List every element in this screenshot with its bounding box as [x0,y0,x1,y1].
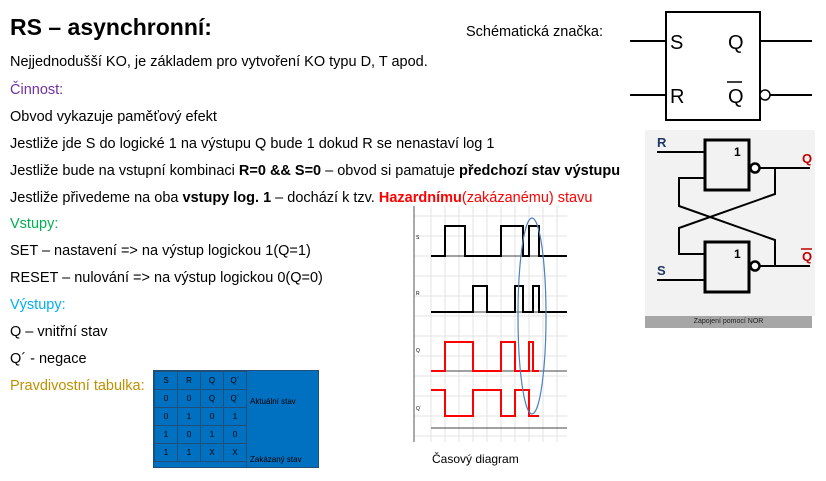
heading-vystupy: Výstupy: [10,297,66,313]
table-row: S R Q Q´ [154,371,247,390]
line-hold-d: předchozí stav výstupu [458,163,621,179]
line-hazard-c: – dochází k tzv. [271,190,379,206]
table-cell: X [200,443,224,462]
line-hold-c: – obvod si pamatuje [321,163,459,179]
line-reset-input: RESET – nulování => na výstup logickou 0… [10,270,323,286]
signal-label-s: S [416,235,420,241]
table-cell: 1 [223,407,247,426]
table-row: 1 0 1 0 [154,425,247,444]
truth-table: S R Q Q´ 0 0 Q Q´ 0 1 0 1 1 0 1 0 1 1 X … [153,370,319,468]
heading-vstupy: Vstupy: [10,216,59,232]
nor-gate-bottom [703,240,751,294]
waveform-q [431,341,539,372]
schematic-label: Schématická značka: [466,24,604,40]
signal-label-q: Q [416,348,420,354]
nor-feedback-q [678,168,776,255]
table-cell: Q [200,371,224,390]
nor-label-r: R [657,135,667,150]
line-hazard-e: (zakázanému) stavu [461,190,593,206]
table-cell: 0 [154,389,178,408]
table-cell: X [223,443,247,462]
intro-line: Nejjednodušší KO, je základem pro vytvoř… [10,54,428,70]
line-qn: Q´ - negace [10,351,87,367]
table-cell: R [177,371,201,390]
waveform-s [431,225,567,257]
symbol-box [665,11,761,121]
table-cell: 1 [154,443,178,462]
table-cell: Q´ [223,389,247,408]
line-hazard-a: Jestliže přivedeme na oba [10,190,183,206]
symbol-label-s: S [670,32,683,54]
symbol-label-r: R [670,86,684,108]
nor-feedback-qn [678,177,776,266]
nor-gate-top [703,138,751,192]
signal-label-r: R [416,291,420,297]
line-set: Jestliže jde S do logické 1 na výstupu Q… [10,136,495,152]
nor-caption: Zapojení pomocí NOR [645,316,812,328]
table-row: 0 1 0 1 [154,407,247,426]
table-row: 1 1 X X [154,443,247,462]
table-cell: Q´ [223,371,247,390]
symbol-label-q: Q [728,32,744,54]
line-q: Q – vnitřní stav [10,324,108,340]
nor-background [645,130,815,316]
signal-label-qn: Q´ [416,406,422,412]
table-cell: 1 [200,425,224,444]
line-hazard-d: Hazardnímu [378,190,462,206]
table-cell: 0 [223,425,247,444]
hazard-ellipse [517,217,547,415]
table-cell: 0 [200,407,224,426]
note-memory: Aktuální stav [250,397,296,406]
nor-gate-top-label: 1 [734,145,741,159]
line-hazard: Jestliže přivedeme na oba vstupy log. 1 … [10,190,592,206]
nor-bubble-top [749,162,761,174]
table-divider [246,371,247,467]
page-title: RS – asynchronní: [10,14,212,40]
table-cell: Q [200,389,224,408]
table-cell: 1 [154,425,178,444]
timing-caption: Časový diagram [432,452,519,466]
table-row: 0 0 Q Q´ [154,389,247,408]
table-cell: 1 [177,443,201,462]
rs-symbol: S R Q Q [630,11,812,121]
line-set-input: SET – nastavení => na výstup logickou 1(… [10,243,311,259]
waveform-qn [431,389,539,417]
heading-cinnost: Činnost: [10,82,64,98]
line-hazard-b: vstupy log. 1 [182,190,272,206]
line-hold-a: Jestliže bude na vstupní kombinaci [10,163,239,179]
nor-label-qn: Q [802,249,812,264]
nor-label-s: S [657,263,666,278]
timing-grid [415,206,567,442]
symbol-inverter-bubble [759,89,771,101]
timing-diagram: S R Q Q´ [413,206,567,442]
nor-diagram: R S Q Q 1 1 [645,130,815,316]
table-cell: S [154,371,178,390]
line-memory: Obvod vykazuje paměťový efekt [10,109,217,125]
note-forbidden: Zakázaný stav [250,455,302,464]
table-cell: 0 [177,389,201,408]
nor-bubble-bottom [749,260,761,272]
truth-table-grid: S R Q Q´ 0 0 Q Q´ 0 1 0 1 1 0 1 0 1 1 X … [154,371,247,462]
table-cell: 0 [154,407,178,426]
table-cell: 0 [177,425,201,444]
nor-gate-bottom-label: 1 [734,247,741,261]
table-cell: 1 [177,407,201,426]
nor-label-q: Q [802,151,812,166]
symbol-label-qn: Q [728,86,744,108]
line-hold: Jestliže bude na vstupní kombinaci R=0 &… [10,163,620,179]
waveform-r [431,285,567,313]
line-hold-b: R=0 && S=0 [238,163,322,179]
heading-pravdivostni: Pravdivostní tabulka: [10,378,145,394]
